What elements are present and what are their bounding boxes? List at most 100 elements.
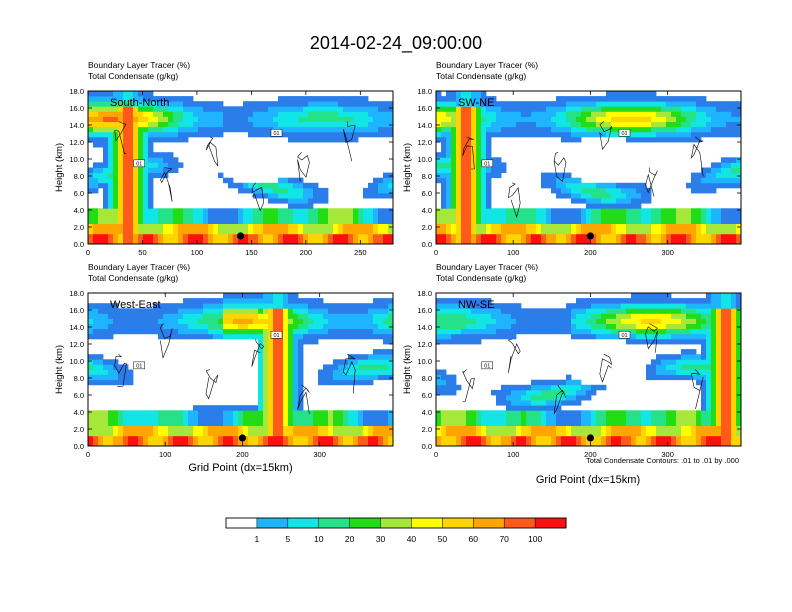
field-cell — [726, 208, 732, 214]
field-cell — [233, 293, 239, 299]
field-cell — [258, 400, 264, 406]
field-cell — [178, 420, 184, 426]
field-cell — [208, 333, 214, 340]
field-cell — [441, 228, 447, 235]
field-cell — [656, 298, 662, 304]
field-cell — [501, 410, 507, 416]
field-cell — [456, 142, 462, 148]
field-cell — [646, 374, 652, 381]
field-cell — [656, 440, 662, 447]
field-cell — [293, 101, 299, 107]
field-cell — [516, 126, 522, 133]
field-cell — [153, 157, 159, 163]
field-cell — [258, 308, 264, 314]
field-cell — [328, 308, 334, 314]
field-cell — [103, 328, 109, 335]
field-cell — [343, 131, 349, 138]
field-cell — [626, 203, 632, 209]
contour-label-box — [481, 159, 493, 168]
field-cell — [363, 354, 369, 360]
field-cell — [621, 111, 627, 117]
field-cell — [303, 218, 309, 224]
field-cell — [651, 213, 657, 219]
field-cell — [731, 395, 737, 401]
field-cell — [263, 435, 269, 442]
field-cell — [681, 126, 687, 133]
field-cell — [556, 101, 562, 107]
field-cell — [163, 420, 169, 426]
field-cell — [193, 106, 199, 112]
field-cell — [358, 369, 364, 375]
field-cell — [676, 323, 682, 330]
field-cell — [228, 303, 234, 309]
field-cell — [333, 303, 339, 309]
field-cell — [183, 323, 189, 330]
field-cell — [238, 420, 244, 426]
field-cell — [526, 440, 532, 447]
field-cell — [88, 364, 94, 370]
field-cell — [626, 187, 632, 194]
field-cell — [358, 228, 364, 235]
field-cell — [711, 405, 717, 411]
field-cell — [611, 213, 617, 219]
field-cell — [178, 308, 184, 314]
field-cell — [243, 440, 249, 447]
field-cell — [546, 218, 552, 224]
field-cell — [163, 111, 169, 117]
field-cell — [113, 131, 119, 138]
field-cell — [273, 308, 279, 314]
field-cell — [113, 233, 119, 240]
field-cell — [103, 213, 109, 219]
field-cell — [113, 410, 119, 416]
field-cell — [283, 198, 289, 204]
field-cell — [388, 440, 394, 447]
field-cell — [113, 208, 119, 214]
field-cell — [641, 126, 647, 133]
field-cell — [701, 187, 707, 194]
field-cell — [133, 177, 139, 184]
field-cell — [726, 333, 732, 340]
field-cell — [486, 187, 492, 194]
field-cell — [476, 440, 482, 447]
field-cell — [531, 228, 537, 235]
field-cell — [706, 218, 712, 224]
field-cell — [328, 323, 334, 330]
field-cell — [511, 303, 517, 309]
field-cell — [238, 208, 244, 214]
field-cell — [233, 223, 239, 230]
field-cell — [238, 415, 244, 421]
field-cell — [621, 323, 627, 330]
field-cell — [143, 182, 149, 189]
field-cell — [721, 167, 727, 173]
field-cell — [656, 318, 662, 324]
field-cell — [601, 308, 607, 314]
field-cell — [496, 233, 502, 240]
field-cell — [591, 328, 597, 335]
field-cell — [388, 298, 394, 304]
field-cell — [133, 101, 139, 107]
field-cell — [526, 223, 532, 230]
field-cell — [466, 193, 472, 199]
field-cell — [218, 410, 224, 416]
field-cell — [661, 308, 667, 314]
field-cell — [731, 208, 737, 214]
field-cell — [656, 364, 662, 370]
field-cell — [338, 435, 344, 442]
field-cell — [108, 91, 114, 97]
field-cell — [238, 313, 244, 319]
field-cell — [328, 228, 334, 235]
field-cell — [268, 389, 274, 396]
field-cell — [606, 313, 612, 319]
field-cell — [208, 233, 214, 240]
field-cell — [373, 126, 379, 133]
field-cell — [153, 323, 159, 330]
field-cell — [288, 121, 294, 128]
field-cell — [681, 430, 687, 437]
field-cell — [103, 162, 109, 168]
field-cell — [671, 111, 677, 117]
field-cell — [123, 193, 129, 199]
field-cell — [263, 410, 269, 416]
field-cell — [441, 430, 447, 437]
field-cell — [338, 238, 344, 245]
